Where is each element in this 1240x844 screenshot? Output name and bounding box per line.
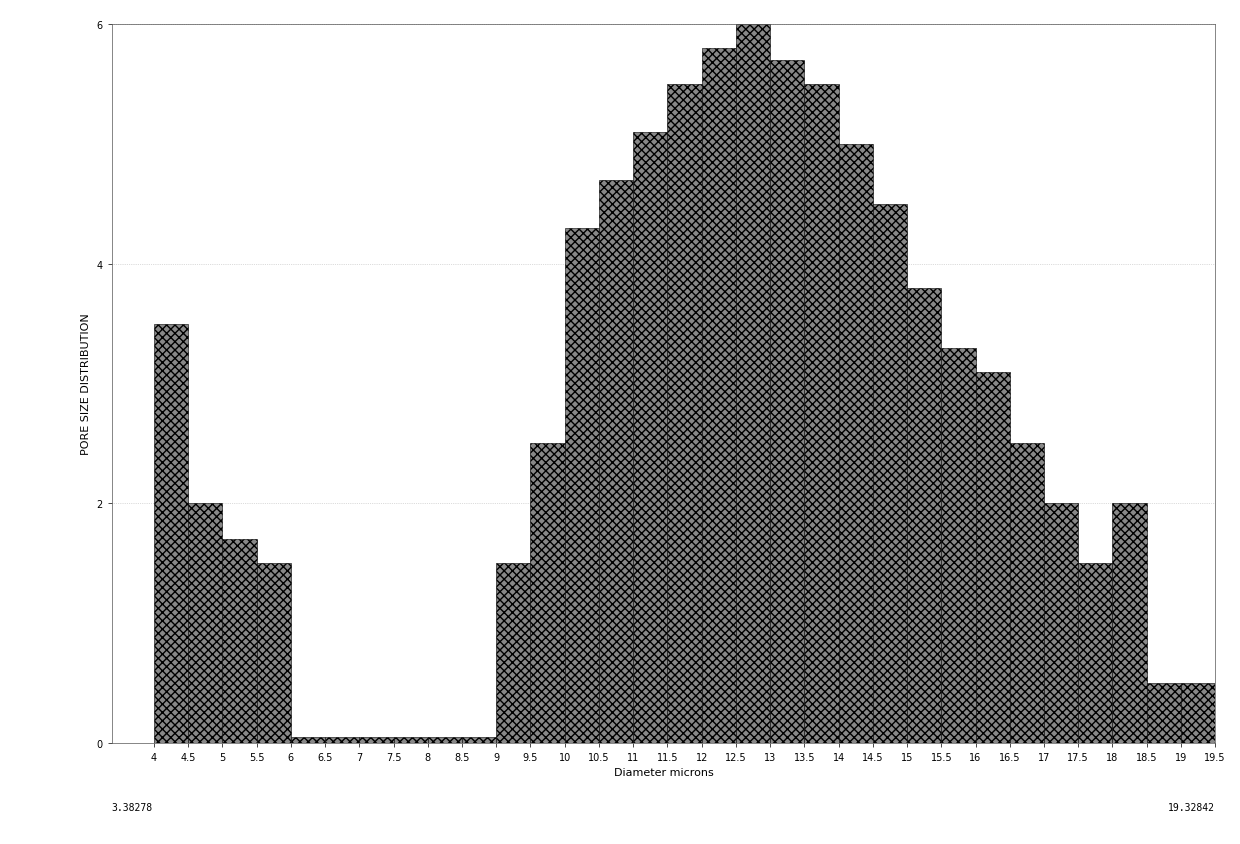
X-axis label: Diameter microns: Diameter microns: [614, 767, 713, 777]
Bar: [1112, 504, 1147, 743]
Bar: [222, 539, 257, 743]
Text: 3.38278: 3.38278: [112, 803, 153, 812]
Bar: [1147, 683, 1180, 743]
Bar: [838, 145, 873, 743]
Bar: [702, 49, 735, 743]
Bar: [257, 564, 291, 743]
Text: 19.32842: 19.32842: [1168, 803, 1215, 812]
Bar: [770, 62, 805, 743]
Bar: [805, 85, 838, 743]
Bar: [873, 205, 908, 743]
Bar: [1180, 683, 1215, 743]
Bar: [393, 737, 428, 743]
Bar: [667, 85, 702, 743]
Bar: [360, 737, 393, 743]
Bar: [634, 133, 667, 743]
Y-axis label: PORE SIZE DISTRIBUTION: PORE SIZE DISTRIBUTION: [81, 313, 91, 455]
Bar: [908, 289, 941, 743]
Bar: [531, 444, 564, 743]
Bar: [976, 372, 1009, 743]
Bar: [154, 324, 188, 743]
Bar: [735, 25, 770, 743]
Bar: [1009, 444, 1044, 743]
Bar: [564, 229, 599, 743]
Bar: [599, 181, 634, 743]
Bar: [325, 737, 360, 743]
Bar: [941, 348, 976, 743]
Bar: [188, 504, 222, 743]
Bar: [1044, 504, 1079, 743]
Bar: [291, 737, 325, 743]
Bar: [428, 737, 463, 743]
Bar: [1079, 564, 1112, 743]
Bar: [463, 737, 496, 743]
Bar: [496, 564, 531, 743]
